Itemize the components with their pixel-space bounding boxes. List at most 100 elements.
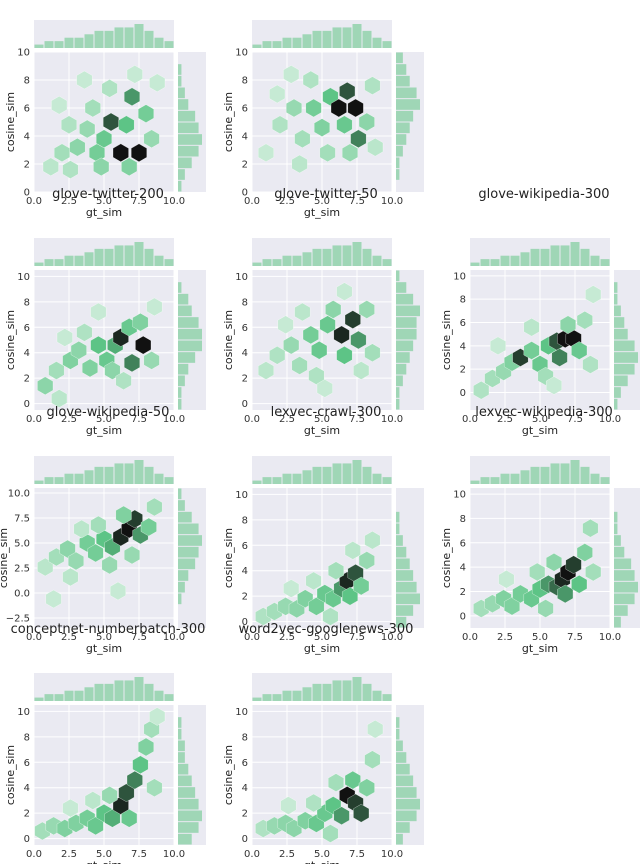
y-tick-label: 8: [24, 76, 30, 87]
x-hist-bar: [252, 697, 262, 701]
y-tick-label: 6: [242, 758, 248, 769]
hexbin-cell: [132, 313, 149, 332]
hexbin-cell: [90, 515, 107, 535]
y-tick-label: 10: [235, 490, 248, 501]
x-hist-bar: [282, 37, 292, 48]
y-marginal-bg: [396, 488, 424, 628]
y-tick-label: 0: [24, 399, 30, 410]
x-hist-bar: [590, 255, 600, 266]
x-hist-bar: [74, 690, 84, 701]
x-tick-label: 7.5: [131, 414, 147, 425]
x-hist-bar: [322, 30, 332, 48]
x-hist-bar: [44, 477, 54, 484]
hexbin-cell: [551, 348, 568, 367]
x-hist-bar: [252, 480, 262, 484]
x-tick-label: 7.5: [349, 196, 365, 207]
y-hist-bar: [614, 581, 638, 593]
hexbin-cell: [336, 115, 353, 134]
x-hist-bar: [362, 466, 372, 484]
hexbin-cell: [93, 157, 110, 176]
hexbin-cell: [291, 356, 308, 375]
x-tick-label: 0.0: [244, 196, 260, 207]
hexbin-cell: [523, 318, 540, 337]
y-hist-bar: [178, 305, 192, 317]
hexbin-cell: [56, 328, 73, 347]
x-hist-bar: [302, 34, 312, 48]
y-hist-bar: [178, 833, 192, 845]
x-hist-bar: [262, 477, 272, 484]
hexbin-cell: [277, 315, 294, 334]
x-tick-label: 0.0: [244, 849, 260, 860]
y-tick-label: 8: [242, 297, 248, 308]
y-hist-bar: [396, 798, 420, 810]
panel-4: glove-twitter-200 0.0 2.5 5.0 7.5 10.0 0 2 4 6 8 10…: [4, 187, 206, 437]
x-tick-label: 10.0: [381, 632, 403, 643]
hexbin-cell: [325, 300, 342, 319]
hexbin-cell: [149, 707, 166, 726]
y-tick-label: 4: [24, 783, 30, 794]
x-hist-bar: [272, 694, 282, 701]
y-axis-label: cosine_sim: [440, 528, 453, 588]
x-tick-label: 2.5: [61, 632, 77, 643]
x-hist-bar: [600, 477, 610, 484]
y-hist-bar: [614, 282, 618, 293]
x-tick-label: 0.0: [26, 414, 42, 425]
x-hist-bar: [114, 680, 124, 701]
hexbin-cell: [358, 300, 375, 319]
y-axis-label: cosine_sim: [4, 745, 17, 805]
y-hist-bar: [178, 787, 196, 798]
y-tick-label: 6: [24, 104, 30, 115]
hexbin-cell: [283, 579, 300, 598]
hexbin-cell: [302, 325, 319, 345]
x-hist-bar: [342, 680, 352, 701]
hexbin-cell: [305, 98, 322, 118]
y-hist-bar: [396, 145, 403, 157]
y-tick-label: 0: [242, 399, 248, 410]
x-hist-bar: [124, 27, 134, 48]
x-hist-bar: [352, 677, 362, 701]
x-hist-bar: [382, 41, 392, 48]
x-hist-bar: [134, 24, 144, 48]
y-axis-label: cosine_sim: [222, 528, 235, 588]
x-hist-bar: [490, 259, 500, 266]
y-hist-bar: [178, 282, 182, 293]
x-hist-bar: [362, 683, 372, 701]
x-hist-bar: [282, 255, 292, 266]
x-hist-bar: [154, 37, 164, 48]
x-hist-bar: [372, 473, 382, 484]
x-hist-bar: [312, 248, 322, 266]
x-hist-bar: [292, 690, 302, 701]
hexbin-cell: [87, 543, 104, 563]
x-hist-bar: [164, 694, 174, 701]
panel-1: fasttext-crawl-3000.02.55.07.510.0024681…: [4, 20, 206, 219]
x-hist-bar: [362, 30, 372, 48]
hexbin-cell: [302, 70, 319, 90]
y-hist-bar: [396, 752, 407, 763]
y-tick-label: 10.0: [8, 489, 30, 500]
hexbin-cell: [350, 129, 367, 148]
x-hist-bar: [104, 466, 114, 484]
y-tick-label: 4: [460, 563, 466, 574]
panel-title: lexvec-crawl-300: [271, 405, 382, 420]
y-hist-bar: [396, 787, 417, 798]
y-hist-bar: [178, 122, 199, 134]
x-hist-bar: [54, 694, 64, 701]
x-tick-label: 0.0: [26, 849, 42, 860]
x-hist-bar: [94, 466, 104, 484]
hexbin-cell: [353, 576, 370, 596]
y-hist-bar: [178, 398, 182, 410]
y-tick-label: 8: [460, 514, 466, 525]
x-tick-label: 5.0: [96, 196, 112, 207]
hexbin-cell: [146, 497, 163, 517]
x-hist-bar: [64, 690, 74, 701]
y-hist-bar: [614, 558, 632, 570]
x-hist-bar: [54, 259, 64, 266]
y-tick-label: 0: [460, 388, 466, 399]
x-tick-label: 0.0: [462, 632, 478, 643]
y-hist-bar: [614, 616, 621, 628]
x-hist-bar: [500, 473, 510, 484]
hexbin-cell: [537, 599, 554, 618]
y-hist-bar: [396, 64, 407, 75]
x-hist-bar: [382, 477, 392, 484]
